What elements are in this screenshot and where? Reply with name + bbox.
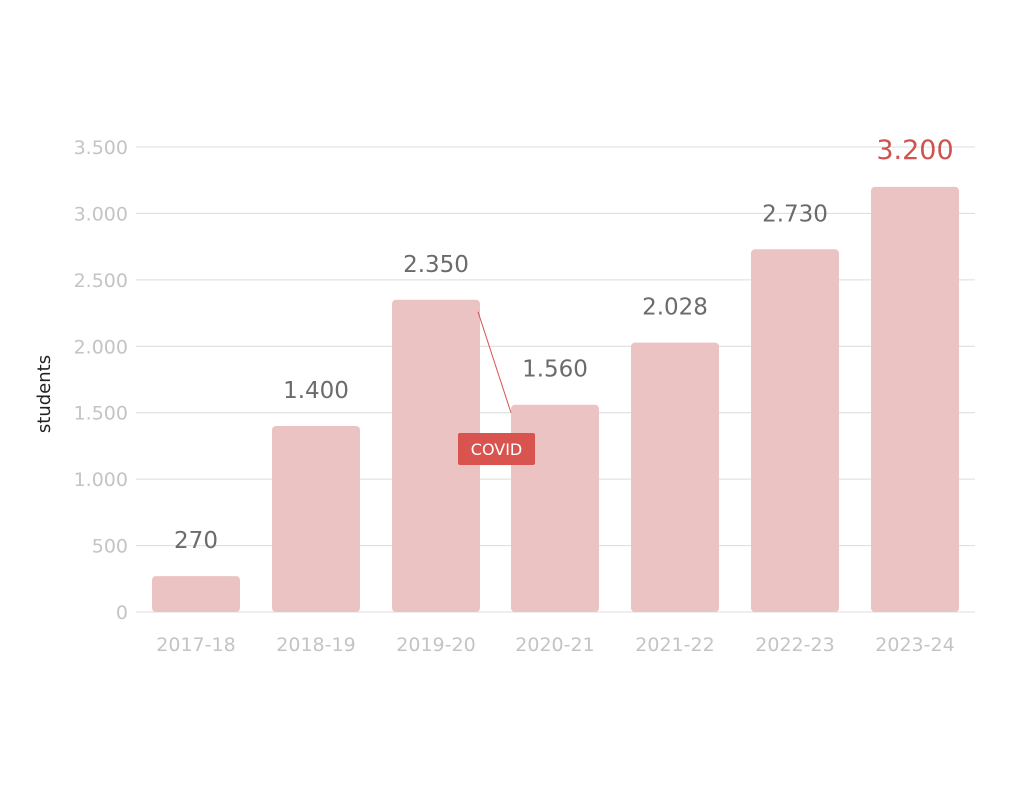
x-tick-label: 2022-23 — [755, 634, 834, 656]
annotation-connector — [477, 311, 512, 413]
annotation-badge: COVID — [458, 433, 535, 465]
annotation-badge-bg — [458, 433, 535, 465]
y-tick-label: 1.500 — [74, 403, 128, 425]
y-tick-label: 2.000 — [74, 336, 128, 358]
y-axis-title: students — [34, 355, 55, 433]
bar — [871, 186, 959, 612]
bar — [392, 299, 480, 612]
x-tick-label: 2018-19 — [276, 634, 355, 656]
y-tick-label: 500 — [92, 536, 128, 558]
data-label: 2.730 — [762, 201, 828, 227]
x-tick-label: 2019-20 — [396, 634, 475, 656]
x-tick-label: 2017-18 — [156, 634, 235, 656]
y-tick-label: 1.000 — [74, 469, 128, 491]
x-tick-label: 2021-22 — [635, 634, 714, 656]
y-tick-label: 3.000 — [74, 203, 128, 225]
data-label: 1.400 — [283, 378, 349, 404]
bar — [272, 426, 360, 612]
annotation-label: COVID — [471, 440, 522, 459]
data-labels: 270 1.400 2.350 1.560 2.028 2.730 3.200 — [174, 135, 954, 554]
data-label: 270 — [174, 528, 218, 554]
bar — [152, 576, 240, 612]
y-axis-ticks: 0 500 1.000 1.500 2.000 2.500 3.000 3.500 — [74, 137, 128, 624]
data-label: 3.200 — [876, 135, 953, 166]
y-tick-label: 0 — [116, 602, 128, 624]
y-tick-label: 3.500 — [74, 137, 128, 159]
x-axis-ticks: 2017-18 2018-19 2019-20 2020-21 2021-22 2022-… — [156, 634, 954, 656]
bar — [631, 342, 719, 612]
bar — [751, 249, 839, 613]
bars — [152, 186, 959, 613]
data-label: 2.028 — [642, 295, 708, 321]
y-tick-label: 2.500 — [74, 270, 128, 292]
x-tick-label: 2023-24 — [875, 634, 954, 656]
annotations: COVID — [458, 311, 535, 465]
data-label: 2.350 — [403, 252, 469, 278]
data-label: 1.560 — [522, 357, 588, 383]
x-tick-label: 2020-21 — [515, 634, 594, 656]
